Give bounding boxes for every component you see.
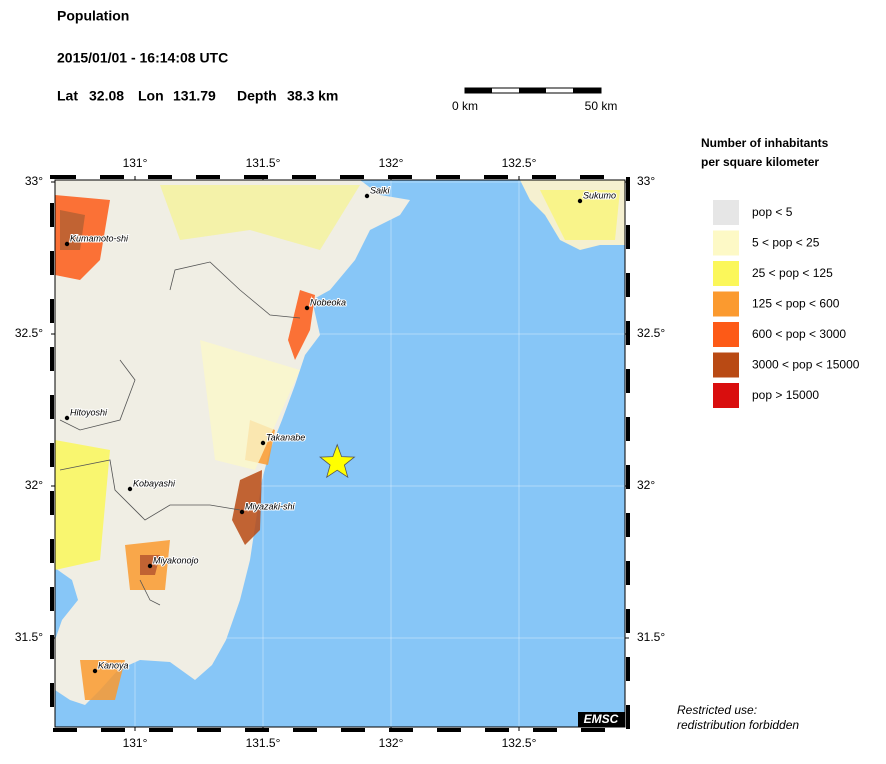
scale-start: 0 km xyxy=(452,99,478,113)
legend-swatch xyxy=(713,291,739,317)
city-label: Hitoyoshi xyxy=(70,407,108,417)
city-label: Kobayashi xyxy=(133,478,176,488)
lat-tick-label: 32.5° xyxy=(637,326,665,340)
city-dot xyxy=(304,305,310,311)
population-patches xyxy=(55,185,620,700)
city-label: Miyazaki-shi xyxy=(245,501,296,511)
legend-label: 600 < pop < 3000 xyxy=(752,327,846,341)
epicenter xyxy=(319,443,356,479)
city-dot xyxy=(127,486,133,492)
lat-tick-label: 31.5° xyxy=(15,630,43,644)
lon-tick-label: 131.5° xyxy=(246,736,281,750)
footer: redistribution forbidden xyxy=(677,718,799,732)
legend-label: 25 < pop < 125 xyxy=(752,266,833,280)
lon-value: 131.79 xyxy=(173,88,216,104)
city-label: Saiki xyxy=(370,185,391,195)
lat-label: Lat xyxy=(57,88,78,104)
lat-tick-label: 33° xyxy=(25,174,43,188)
legend-label: pop > 15000 xyxy=(752,388,819,402)
city-dot xyxy=(147,563,153,569)
city-label: Nobeoka xyxy=(310,297,346,307)
city-label: Takanabe xyxy=(266,432,305,442)
prefecture-borders xyxy=(59,261,301,606)
lon-tick-label: 132.5° xyxy=(502,736,537,750)
city-dot xyxy=(92,668,98,674)
lon-label: Lon xyxy=(138,88,164,104)
legend-label: 5 < pop < 25 xyxy=(752,236,820,250)
city-dot xyxy=(260,440,266,446)
city-dot xyxy=(64,415,70,421)
legend-label: 125 < pop < 600 xyxy=(752,297,840,311)
lat-value: 32.08 xyxy=(89,88,124,104)
lon-tick-label: 132.5° xyxy=(502,156,537,170)
legend-label: pop < 5 xyxy=(752,205,793,219)
lon-tick-label: 132° xyxy=(379,156,404,170)
depth-value: 38.3 km xyxy=(287,88,338,104)
scale-end: 50 km xyxy=(585,99,618,113)
title: Population xyxy=(57,8,129,24)
legend-title: per square kilometer xyxy=(701,155,819,169)
legend-swatch xyxy=(713,322,739,347)
city-dot xyxy=(64,241,70,247)
lat-tick-label: 31.5° xyxy=(637,630,665,644)
legend-label: 3000 < pop < 15000 xyxy=(752,358,860,372)
lon-tick-label: 131° xyxy=(123,736,148,750)
footer: Restricted use: xyxy=(677,703,757,717)
legend-swatch xyxy=(713,230,739,256)
city-label: Miyakonojo xyxy=(153,555,199,565)
city-dot xyxy=(239,509,245,515)
legend-swatch xyxy=(713,383,739,408)
lat-tick-label: 32° xyxy=(637,478,655,492)
lon-tick-label: 131.5° xyxy=(246,156,281,170)
datetime: 2015/01/01 - 16:14:08 UTC xyxy=(57,50,228,66)
logo: EMSC xyxy=(584,712,619,726)
legend-swatch xyxy=(713,261,739,286)
city-label: Sukumo xyxy=(583,190,616,200)
city-label: Kumamoto-shi xyxy=(70,233,129,243)
city-label: Kanoya xyxy=(98,660,129,670)
depth-label: Depth xyxy=(237,88,277,104)
legend-swatch xyxy=(713,200,739,225)
map: Saiki Sukumo Kumamoto-shi Nobeoka Hitoyoshi T… xyxy=(50,175,630,732)
scale-bar: 0 km 50 km xyxy=(452,87,618,113)
lat-tick-label: 33° xyxy=(637,174,655,188)
legend-title: Number of inhabitants xyxy=(701,136,829,150)
lon-tick-label: 131° xyxy=(123,156,148,170)
legend-swatch xyxy=(713,352,739,378)
lat-tick-label: 32° xyxy=(25,478,43,492)
lon-tick-label: 132° xyxy=(379,736,404,750)
lat-tick-label: 32.5° xyxy=(15,326,43,340)
city-dot xyxy=(364,193,370,199)
city-dot xyxy=(577,198,583,204)
